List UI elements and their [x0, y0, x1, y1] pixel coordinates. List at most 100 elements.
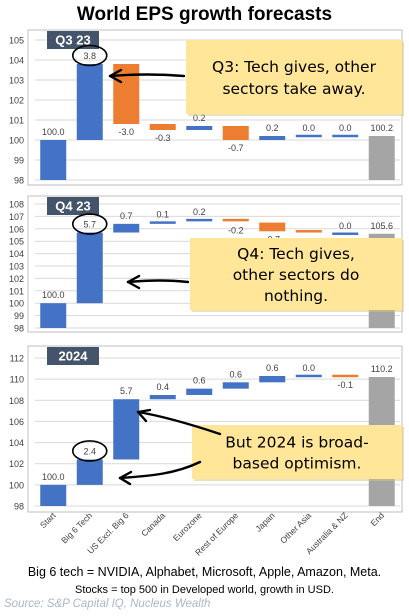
- data-label: 0.2: [266, 123, 279, 133]
- bar: [222, 218, 249, 222]
- annotation-text: based optimism.: [233, 454, 362, 472]
- data-label: 0.0: [302, 123, 315, 133]
- bar: [295, 134, 322, 138]
- note-background: [192, 425, 402, 479]
- bar: [40, 140, 67, 180]
- highlight-circle: [71, 440, 108, 462]
- annotation-note: Q4: Tech gives, other sectors do nothing.: [190, 238, 404, 312]
- data-label: 5.7: [120, 386, 133, 396]
- note-background: [186, 40, 402, 114]
- data-label: 5.7: [83, 220, 96, 230]
- bar: [76, 64, 103, 140]
- bar: [186, 388, 213, 395]
- footer-definition-stocks: Stocks = top 500 in Developed world, gro…: [75, 584, 334, 596]
- bar: [113, 223, 140, 233]
- bar: [259, 222, 286, 232]
- y-tick-label: 100: [9, 136, 24, 146]
- bar: [186, 218, 213, 222]
- y-tick-label: 98: [14, 176, 24, 186]
- data-label: 2.4: [83, 446, 96, 456]
- y-tick-label: 105: [9, 237, 24, 247]
- panel-label-bg: [47, 347, 99, 365]
- bar: [332, 232, 359, 236]
- y-tick-label: 102: [9, 96, 24, 106]
- y-tick-label: 99: [14, 156, 24, 166]
- y-tick-label: 108: [9, 396, 24, 406]
- bar: [113, 399, 140, 460]
- data-label: 100.0: [42, 127, 65, 137]
- panel-label-text: Q3 23: [55, 33, 90, 48]
- x-tick-label: Other Asia: [278, 510, 313, 545]
- data-label: 0.2: [193, 113, 206, 123]
- annotation-text: nothing.: [264, 287, 328, 305]
- x-tick-label: Start: [38, 510, 58, 530]
- y-tick-label: 105: [9, 36, 24, 46]
- y-tick-label: 98: [14, 324, 24, 334]
- panel-label-bg: [47, 197, 99, 215]
- data-label: 0.4: [156, 382, 169, 392]
- data-label: 100.0: [42, 472, 65, 482]
- bar: [222, 126, 249, 140]
- pointer-arrow: [108, 73, 186, 78]
- footer-definition-big6: Big 6 tech = NVIDIA, Alphabet, Microsoft…: [27, 565, 382, 579]
- bar: [332, 134, 359, 138]
- annotation-text: sectors take away.: [222, 80, 365, 98]
- data-label: -3.0: [118, 127, 134, 137]
- bar: [186, 126, 213, 130]
- panel-label-text: 2024: [59, 349, 89, 364]
- arrow-head: [118, 470, 133, 486]
- y-tick-label: 112: [10, 354, 24, 364]
- bar: [149, 124, 176, 130]
- y-tick-label: 101: [9, 116, 24, 126]
- data-label: 110.2: [371, 364, 393, 374]
- panel-label: Q4 23: [47, 197, 99, 215]
- y-tick-label: 104: [9, 56, 24, 66]
- y-tick-label: 106: [9, 417, 24, 427]
- bar: [332, 374, 359, 378]
- y-tick-label: 100: [9, 480, 24, 490]
- bar: [368, 136, 395, 180]
- pointer-arrow: [126, 279, 190, 284]
- pointer-arrow: [118, 460, 202, 480]
- data-label: -0.1: [337, 380, 353, 390]
- panel-label-bg: [47, 31, 99, 49]
- data-label: 100.0: [42, 290, 65, 300]
- y-tick-label: 101: [9, 286, 24, 296]
- bar: [40, 303, 67, 328]
- data-label: -0.3: [155, 133, 171, 143]
- pointer-arrow: [136, 410, 222, 436]
- arrow-head: [136, 408, 152, 423]
- data-label: 105.6: [370, 221, 393, 231]
- highlight-circle: [71, 213, 108, 235]
- note-background: [190, 238, 402, 310]
- data-label: 0.6: [266, 363, 279, 373]
- arrow-head: [108, 68, 123, 84]
- panel-label-text: Q4 23: [55, 199, 90, 214]
- bar: [149, 221, 176, 224]
- chart-panel-2: 98 99 100 101 102 103 104 105 106 107 108 Q4 23 100.…: [9, 195, 404, 334]
- bar: [222, 382, 249, 389]
- data-label: 0.0: [339, 221, 352, 231]
- data-label: 0.1: [156, 210, 169, 220]
- y-tick-label: 103: [9, 262, 24, 272]
- data-label: 3.8: [83, 51, 96, 61]
- annotation-note: But 2024 is broad-based optimism.: [192, 425, 404, 481]
- x-tick-label: End: [368, 510, 386, 528]
- annotation-note: Q3: Tech gives, other sectors take away.: [186, 40, 404, 116]
- annotation-text: Q4: Tech gives,: [237, 245, 355, 263]
- data-label: 0.6: [193, 376, 206, 386]
- data-label: 0.0: [302, 363, 315, 373]
- x-tick-label: Eurozone: [171, 510, 204, 543]
- data-label: -0.7: [228, 143, 244, 153]
- y-tick-label: 107: [9, 212, 24, 222]
- bar: [40, 484, 67, 506]
- y-tick-label: 106: [9, 224, 24, 234]
- bar: [76, 459, 103, 485]
- y-tick-label: 98: [14, 502, 24, 512]
- y-tick-label: 108: [9, 200, 24, 210]
- annotation-text: other sectors do: [233, 266, 360, 284]
- main-title: World EPS growth forecasts: [76, 4, 333, 25]
- bar: [295, 230, 322, 233]
